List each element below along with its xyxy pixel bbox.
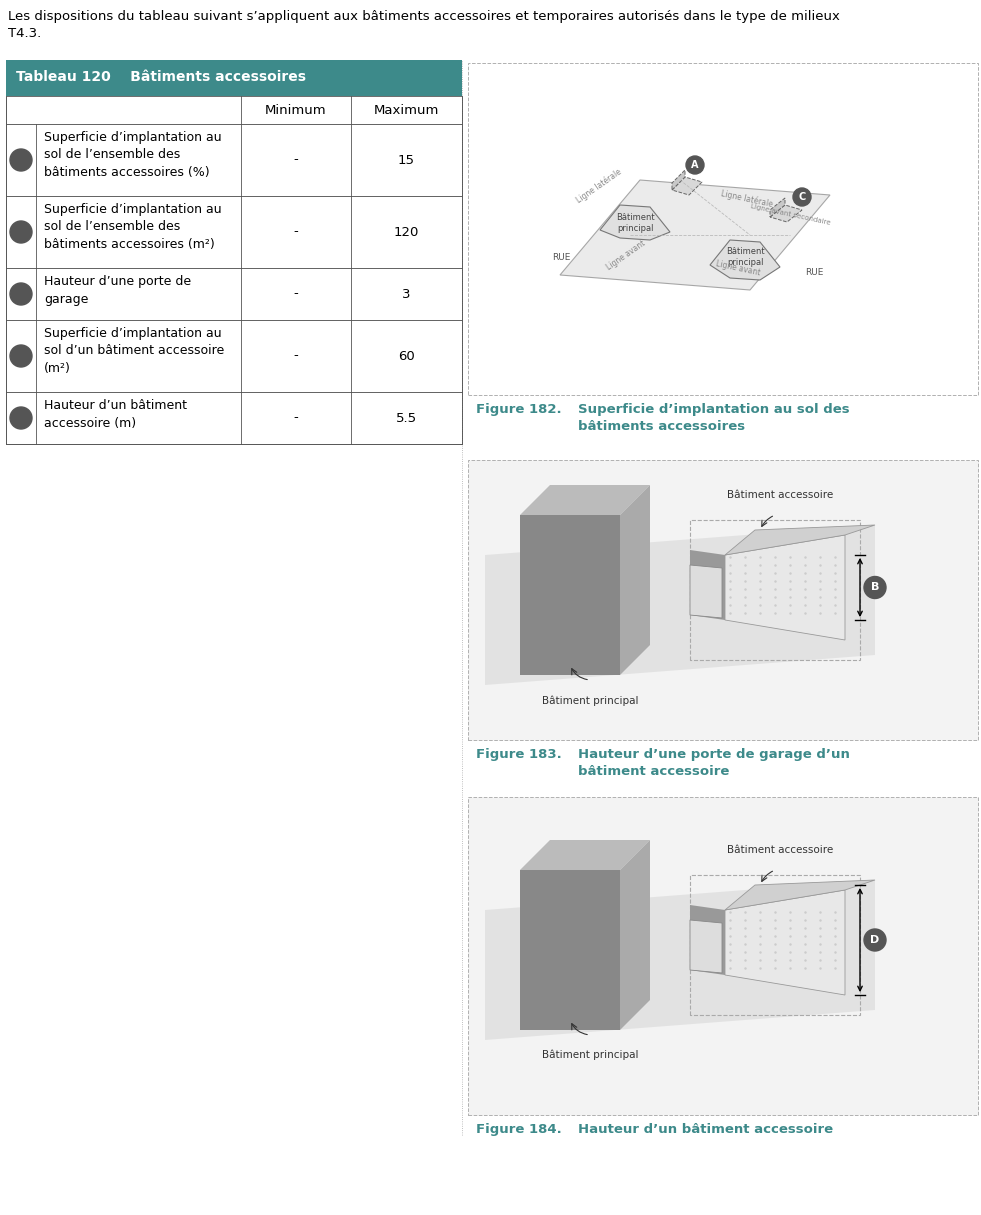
Polygon shape: [520, 485, 650, 515]
Text: D: D: [17, 413, 26, 423]
Text: Maximum: Maximum: [374, 103, 439, 117]
Text: Hauteur d’une porte de garage d’un
bâtiment accessoire: Hauteur d’une porte de garage d’un bâtim…: [578, 748, 850, 778]
Text: Ligne latérale: Ligne latérale: [720, 188, 774, 209]
Text: D: D: [870, 936, 880, 945]
FancyBboxPatch shape: [6, 96, 462, 124]
Text: B: B: [871, 582, 879, 593]
Text: 3: 3: [402, 288, 411, 300]
Polygon shape: [690, 550, 725, 620]
Text: Bâtiment
principal: Bâtiment principal: [616, 213, 654, 233]
Text: Hauteur d’un bâtiment accessoire: Hauteur d’un bâtiment accessoire: [578, 1123, 833, 1136]
Circle shape: [10, 407, 32, 429]
Polygon shape: [672, 170, 685, 190]
Text: Hauteur d’une porte de
garage: Hauteur d’une porte de garage: [44, 275, 191, 305]
Circle shape: [10, 221, 32, 243]
Polygon shape: [620, 840, 650, 1030]
FancyBboxPatch shape: [6, 320, 462, 392]
Text: 15: 15: [398, 153, 415, 166]
Polygon shape: [520, 870, 620, 1030]
Text: -: -: [293, 288, 298, 300]
FancyBboxPatch shape: [6, 392, 462, 443]
Text: C: C: [799, 192, 805, 202]
Polygon shape: [690, 565, 722, 618]
Text: Ligne avant: Ligne avant: [715, 259, 761, 277]
Text: A: A: [692, 160, 698, 170]
Text: -: -: [293, 226, 298, 238]
Text: Superficie d’implantation au
sol de l’ensemble des
bâtiments accessoires (%): Superficie d’implantation au sol de l’en…: [44, 131, 222, 179]
FancyBboxPatch shape: [6, 196, 462, 269]
Text: -: -: [293, 153, 298, 166]
Circle shape: [793, 188, 811, 207]
Text: B: B: [17, 289, 26, 299]
Circle shape: [864, 929, 886, 951]
Polygon shape: [725, 891, 845, 995]
Polygon shape: [690, 905, 725, 974]
Polygon shape: [725, 535, 845, 640]
Text: RUE: RUE: [552, 253, 570, 262]
FancyBboxPatch shape: [6, 269, 462, 320]
Text: Ligne avant secondaire: Ligne avant secondaire: [750, 203, 831, 226]
Polygon shape: [600, 205, 670, 241]
Text: Figure 184.: Figure 184.: [476, 1123, 562, 1136]
FancyBboxPatch shape: [468, 460, 978, 740]
Text: A: A: [17, 156, 26, 165]
Text: 120: 120: [393, 226, 419, 238]
Text: Bâtiment
principal: Bâtiment principal: [726, 247, 764, 267]
Text: Superficie d’implantation au
sol de l’ensemble des
bâtiments accessoires (m²): Superficie d’implantation au sol de l’en…: [44, 203, 222, 252]
Polygon shape: [560, 180, 830, 290]
Polygon shape: [485, 525, 875, 685]
Text: Bâtiment principal: Bâtiment principal: [542, 1050, 639, 1061]
Polygon shape: [690, 920, 722, 973]
Text: Bâtiment accessoire: Bâtiment accessoire: [727, 490, 833, 501]
Text: 60: 60: [398, 350, 415, 362]
Text: Bâtiment principal: Bâtiment principal: [542, 695, 639, 706]
Text: Minimum: Minimum: [265, 103, 327, 117]
Polygon shape: [725, 880, 875, 910]
Circle shape: [10, 283, 32, 305]
FancyBboxPatch shape: [6, 60, 462, 96]
Text: Superficie d’implantation au
sol d’un bâtiment accessoire
(m²): Superficie d’implantation au sol d’un bâ…: [44, 327, 225, 375]
Polygon shape: [770, 198, 785, 217]
Text: -: -: [293, 350, 298, 362]
Text: Figure 182.: Figure 182.: [476, 403, 562, 416]
Text: Tableau 120    Bâtiments accessoires: Tableau 120 Bâtiments accessoires: [16, 70, 306, 84]
Text: A: A: [17, 227, 26, 237]
Polygon shape: [710, 241, 780, 279]
Text: Ligne avant: Ligne avant: [605, 238, 647, 272]
Polygon shape: [520, 840, 650, 870]
Circle shape: [686, 156, 704, 174]
Circle shape: [10, 149, 32, 171]
FancyBboxPatch shape: [468, 63, 978, 395]
Polygon shape: [620, 485, 650, 676]
Text: Figure 183.: Figure 183.: [476, 748, 562, 761]
Text: Hauteur d’un bâtiment
accessoire (m): Hauteur d’un bâtiment accessoire (m): [44, 399, 187, 429]
Text: Les dispositions du tableau suivant s’appliquent aux bâtiments accessoires et te: Les dispositions du tableau suivant s’ap…: [8, 10, 840, 40]
Polygon shape: [672, 177, 702, 194]
Polygon shape: [770, 205, 802, 222]
Text: Ligne latérale: Ligne latérale: [575, 166, 624, 205]
Text: C: C: [17, 351, 26, 361]
Polygon shape: [485, 880, 875, 1040]
Text: 5.5: 5.5: [396, 412, 417, 424]
Text: Superficie d’implantation au sol des
bâtiments accessoires: Superficie d’implantation au sol des bât…: [578, 403, 850, 433]
Text: RUE: RUE: [805, 269, 823, 277]
Text: -: -: [293, 412, 298, 424]
Polygon shape: [725, 525, 875, 555]
FancyBboxPatch shape: [468, 797, 978, 1115]
Circle shape: [864, 576, 886, 599]
Text: Bâtiment accessoire: Bâtiment accessoire: [727, 844, 833, 855]
Circle shape: [10, 345, 32, 367]
Polygon shape: [520, 515, 620, 676]
FancyBboxPatch shape: [6, 124, 462, 196]
